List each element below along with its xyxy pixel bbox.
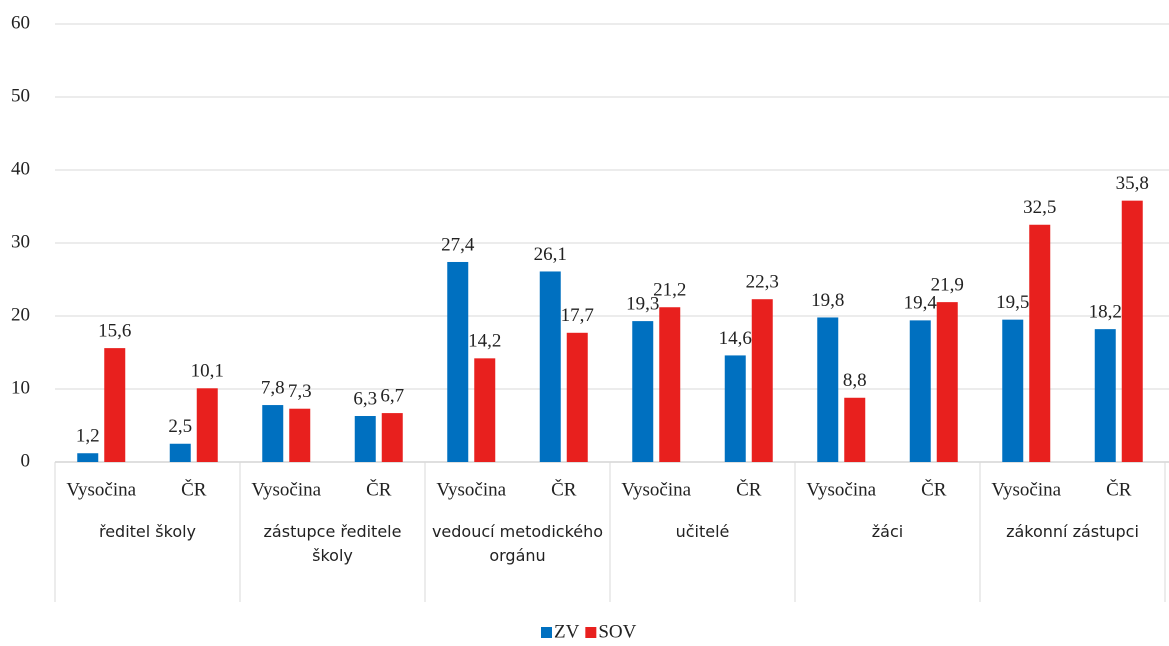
x-tick-label: ČR [181, 478, 207, 500]
data-label: 17,7 [561, 305, 594, 326]
data-label: 18,2 [1089, 301, 1122, 322]
x-tick-label: ČR [736, 478, 762, 500]
data-label: 19,3 [626, 293, 659, 314]
bar [104, 348, 126, 462]
group-label-box: zákonní zástupci [1006, 522, 1139, 541]
bar [381, 413, 403, 462]
bar [724, 355, 746, 462]
bar [1002, 319, 1024, 462]
data-label: 6,3 [353, 388, 377, 409]
data-label: 14,6 [719, 328, 752, 349]
data-label: 8,8 [843, 370, 867, 391]
group-label-box: učitelé [675, 522, 730, 541]
data-label: 21,2 [653, 280, 686, 301]
bar [909, 320, 931, 462]
x-tick-label: Vysočina [991, 479, 1061, 500]
y-tick-label: 30 [11, 231, 30, 252]
data-label: 7,8 [261, 377, 285, 398]
bar [289, 408, 311, 462]
legend-label: SOV [598, 621, 636, 642]
bar [1121, 200, 1143, 462]
bar [447, 261, 469, 462]
data-label: 35,8 [1116, 173, 1149, 194]
bar [1094, 329, 1116, 462]
data-label: 2,5 [168, 416, 192, 437]
data-label: 19,5 [996, 292, 1029, 313]
legend-swatch [541, 627, 552, 638]
legend-swatch [585, 627, 597, 638]
y-tick-label: 0 [21, 450, 31, 471]
bar [817, 317, 839, 462]
data-label: 32,5 [1023, 197, 1056, 218]
y-tick-label: 60 [11, 12, 30, 33]
bar [539, 271, 561, 462]
data-label: 6,7 [380, 385, 404, 406]
x-tick-label: Vysočina [621, 479, 691, 500]
group-label: vedoucí metodického orgánu [431, 522, 604, 565]
bar [632, 321, 654, 462]
data-label: 14,2 [468, 331, 501, 352]
y-tick-label: 50 [11, 85, 30, 106]
x-tick-label: Vysočina [806, 479, 876, 500]
group-label-box: žáci [871, 522, 904, 541]
group-label-box: zástupce ředitele školy [263, 522, 402, 565]
data-label: 22,3 [746, 272, 779, 293]
bar [751, 299, 773, 462]
data-label: 10,1 [191, 361, 224, 382]
data-label: 19,8 [811, 290, 844, 311]
bar [196, 388, 218, 462]
x-tick-label: ČR [921, 478, 947, 500]
group-label-box: ředitel školy [98, 522, 197, 541]
data-label: 15,6 [98, 320, 131, 341]
bar [659, 307, 681, 462]
x-tick-label: ČR [1106, 478, 1132, 500]
bar [77, 453, 99, 462]
group-label: ředitel školy [98, 522, 197, 541]
bar [169, 443, 191, 462]
bar [354, 416, 376, 462]
x-tick-label: Vysočina [251, 479, 321, 500]
bar [936, 302, 958, 462]
x-tick-label: ČR [551, 478, 577, 500]
bar [566, 332, 588, 462]
data-label: 7,3 [288, 381, 312, 402]
bar [262, 405, 284, 462]
data-label: 19,4 [904, 293, 938, 314]
y-tick-label: 40 [11, 158, 30, 179]
x-tick-label: ČR [366, 478, 392, 500]
data-label: 1,2 [76, 426, 100, 447]
group-label-box: vedoucí metodického orgánu [431, 522, 604, 565]
data-label: 26,1 [534, 244, 567, 265]
bar [474, 358, 496, 462]
bar [844, 397, 866, 462]
group-label: žáci [871, 522, 904, 541]
legend-label: ZV [554, 621, 580, 642]
y-tick-label: 20 [11, 304, 30, 325]
data-label: 27,4 [441, 234, 475, 255]
bar [1029, 224, 1051, 462]
group-label: zákonní zástupci [1006, 522, 1139, 541]
data-label: 21,9 [931, 274, 964, 295]
group-label: učitelé [675, 522, 730, 541]
y-tick-label: 10 [11, 377, 30, 398]
x-tick-label: Vysočina [66, 479, 136, 500]
x-tick-label: Vysočina [436, 479, 506, 500]
group-label: zástupce ředitele školy [263, 522, 402, 565]
